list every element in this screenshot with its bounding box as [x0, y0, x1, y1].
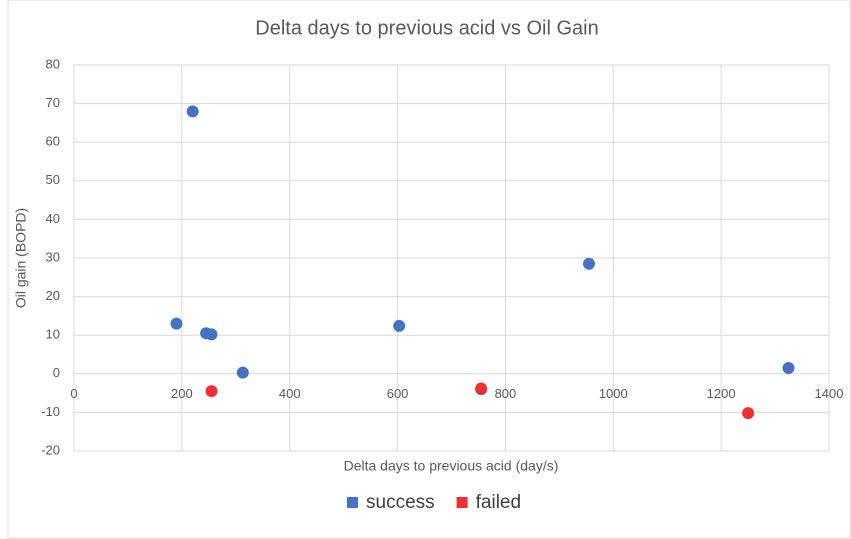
x-tick-label: 800 — [495, 386, 517, 401]
chart-border — [7, 0, 851, 539]
x-tick-label: 1400 — [815, 386, 844, 401]
point — [186, 105, 199, 118]
point — [236, 366, 249, 379]
point — [583, 257, 596, 270]
x-tick-label: 200 — [171, 386, 193, 401]
y-axis-label: Oil gain (BOPD) — [13, 208, 29, 308]
y-tick-label: 50 — [46, 172, 60, 187]
y-tick-label: 0 — [53, 365, 60, 380]
legend-swatch — [347, 497, 358, 508]
y-tick-label: 70 — [46, 95, 60, 110]
x-axis-label: Delta days to previous acid (day/s) — [344, 458, 559, 474]
chart-title: Delta days to previous acid vs Oil Gain — [255, 17, 599, 39]
x-tick-label: 0 — [70, 386, 77, 401]
x-tick-label: 400 — [279, 386, 301, 401]
point — [170, 317, 183, 330]
y-tick-label: 30 — [46, 249, 60, 264]
legend-label: success — [366, 492, 435, 513]
point — [475, 382, 488, 395]
y-tick-label: -20 — [41, 442, 60, 457]
point — [782, 362, 795, 375]
x-tick-label: 1000 — [599, 386, 628, 401]
y-tick-label: 60 — [46, 134, 60, 149]
legend-label: failed — [476, 492, 521, 513]
y-tick-label: 40 — [46, 211, 60, 226]
y-tick-label: 10 — [46, 327, 60, 342]
y-tick-label: 80 — [46, 56, 60, 71]
point — [205, 385, 218, 398]
x-tick-label: 1200 — [707, 386, 736, 401]
y-tick-label: 20 — [46, 288, 60, 303]
x-tick-label: 600 — [387, 386, 409, 401]
legend-swatch — [456, 497, 468, 508]
point — [393, 319, 406, 332]
y-tick-label: -10 — [41, 404, 60, 419]
point — [205, 328, 218, 341]
point — [742, 407, 755, 420]
